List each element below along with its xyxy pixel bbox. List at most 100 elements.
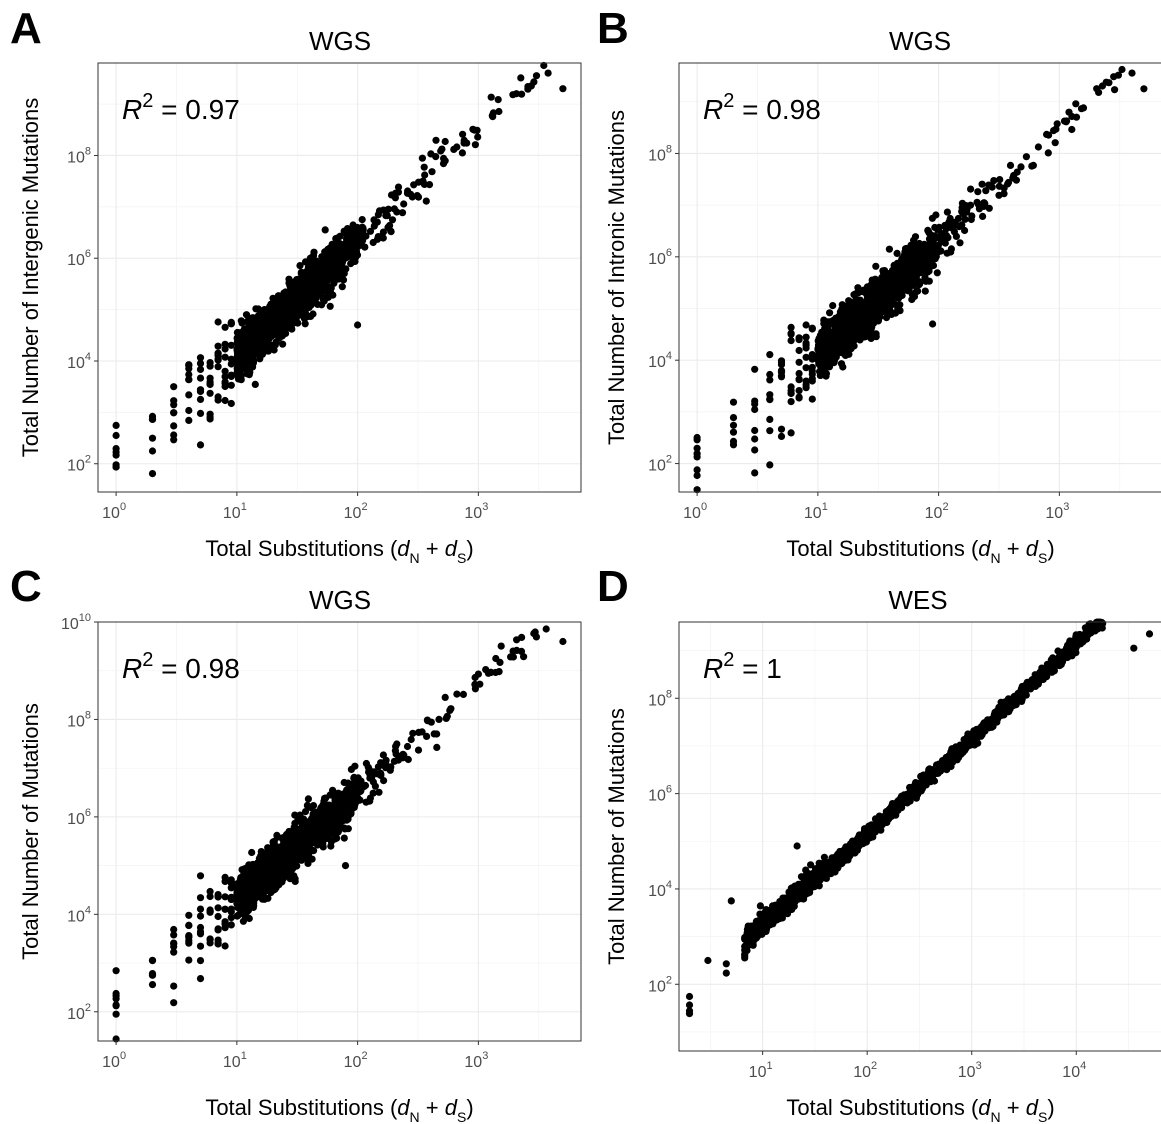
data-point <box>170 999 178 1007</box>
data-point <box>531 628 539 636</box>
data-point <box>278 851 286 860</box>
data-point <box>820 320 828 328</box>
data-point <box>497 642 505 650</box>
data-point <box>496 658 504 667</box>
data-point <box>441 693 449 702</box>
data-point <box>787 330 795 338</box>
data-point <box>377 759 385 767</box>
data-point <box>911 233 920 241</box>
data-point <box>196 927 205 936</box>
data-point <box>272 338 280 346</box>
data-point <box>867 334 875 342</box>
data-point <box>233 345 241 353</box>
data-point <box>358 216 366 224</box>
data-point <box>299 817 307 826</box>
data-point <box>319 295 327 303</box>
data-point <box>751 405 759 414</box>
x-axis-title: Total Substitutions (dN + dS) <box>786 536 1054 566</box>
data-point <box>379 206 387 214</box>
data-point <box>403 189 412 197</box>
data-point <box>237 894 246 902</box>
data-point <box>407 735 415 744</box>
data-point <box>221 905 229 913</box>
data-point <box>885 245 894 253</box>
data-point <box>390 205 398 213</box>
data-point <box>443 712 451 720</box>
data-point <box>808 351 816 359</box>
data-point <box>170 982 178 990</box>
data-point <box>282 303 290 311</box>
data-point <box>320 832 328 841</box>
data-point <box>301 808 310 816</box>
data-point <box>170 925 178 934</box>
panel-letter: C <box>10 562 42 611</box>
data-point <box>341 862 350 870</box>
data-point <box>808 377 816 385</box>
data-point <box>341 825 349 833</box>
data-point <box>233 889 241 897</box>
data-point <box>544 69 552 77</box>
data-point <box>269 320 277 328</box>
data-point <box>274 833 282 841</box>
data-point <box>428 168 436 176</box>
x-tick-label: 103 <box>1045 501 1069 522</box>
data-point <box>1034 143 1042 151</box>
data-point <box>278 327 286 335</box>
data-point <box>334 789 342 797</box>
data-point <box>196 395 205 403</box>
data-point <box>741 954 749 962</box>
data-point <box>808 395 816 403</box>
y-axis-title: Total Number of Mutations <box>18 703 43 960</box>
data-point <box>265 341 273 349</box>
data-point <box>518 90 526 98</box>
data-point <box>878 278 886 286</box>
data-point <box>221 893 229 901</box>
data-point <box>352 247 360 255</box>
data-point <box>1072 113 1081 121</box>
data-point <box>148 970 157 978</box>
data-point <box>826 346 834 354</box>
data-point <box>338 283 346 291</box>
data-point <box>433 730 441 738</box>
x-tick-label: 102 <box>925 501 949 522</box>
data-point <box>112 451 120 459</box>
data-point <box>559 637 567 646</box>
plot-border <box>678 62 1161 493</box>
data-point <box>928 214 937 222</box>
data-point <box>185 911 193 919</box>
data-point <box>206 939 214 947</box>
data-point <box>873 290 881 298</box>
data-point <box>923 268 931 276</box>
data-point <box>802 384 810 392</box>
data-point <box>255 346 263 354</box>
data-point <box>304 293 312 301</box>
data-point <box>338 799 346 807</box>
data-point <box>227 341 235 349</box>
data-point <box>995 182 1004 190</box>
data-point <box>850 333 858 341</box>
data-point <box>834 344 842 352</box>
data-point <box>196 354 205 362</box>
data-point <box>967 185 975 193</box>
data-point <box>256 873 264 881</box>
data-point <box>234 375 243 383</box>
data-point <box>254 328 262 336</box>
scatter-points <box>112 625 567 1043</box>
data-point <box>693 433 701 442</box>
data-point <box>251 380 259 388</box>
data-point <box>1118 65 1126 74</box>
data-point <box>391 194 399 202</box>
data-point <box>291 875 299 883</box>
data-point <box>884 306 892 314</box>
data-point <box>693 466 701 474</box>
data-point <box>802 333 810 341</box>
data-point <box>384 223 392 231</box>
data-point <box>354 321 362 329</box>
data-point <box>440 154 448 162</box>
data-point <box>238 319 246 327</box>
data-point <box>237 359 245 367</box>
data-point <box>292 847 300 856</box>
data-point <box>978 180 986 188</box>
data-point <box>287 319 295 327</box>
